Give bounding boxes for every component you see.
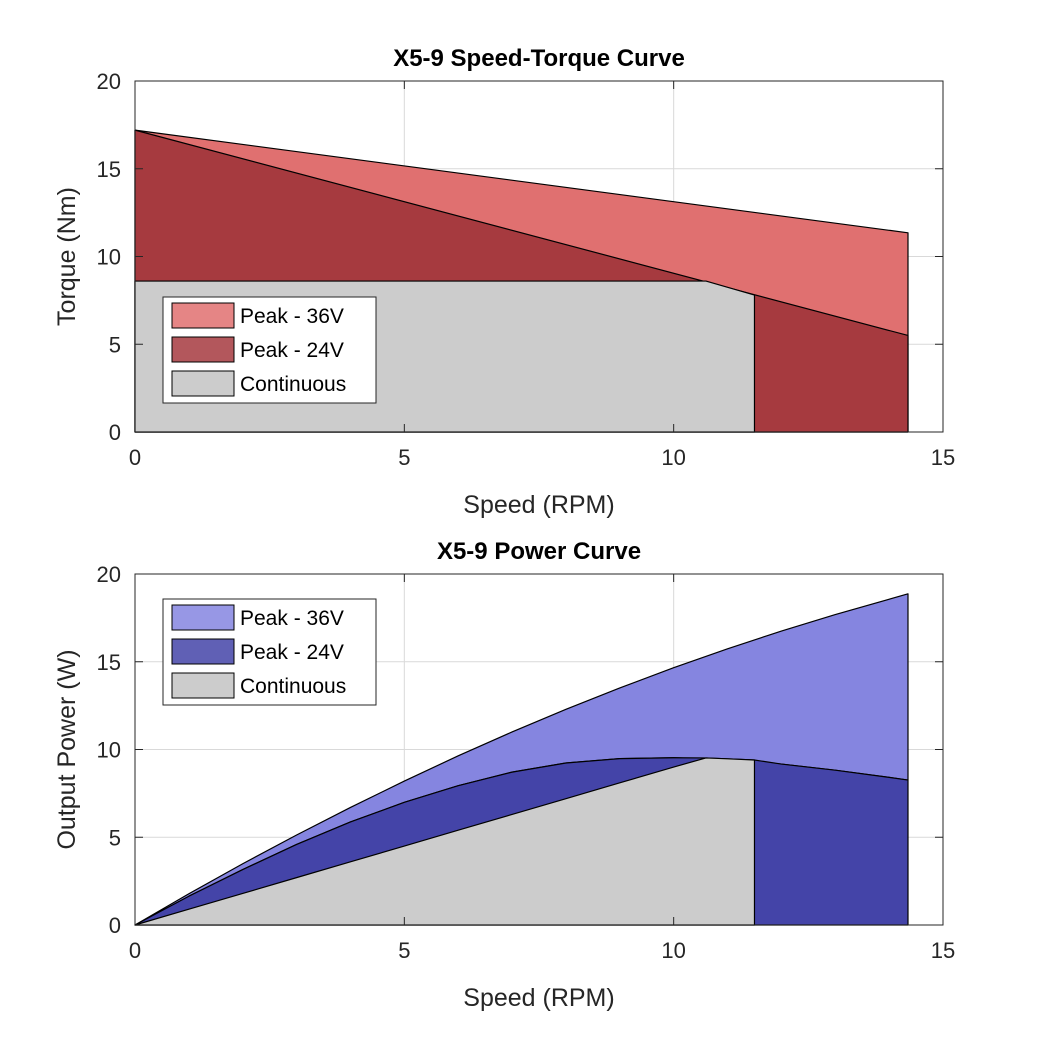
chart-title: X5-9 Speed-Torque Curve xyxy=(393,45,685,72)
power-chart: 0 5 10 15 0 5 10 15 20 X5-9 Power Curve Speed (RPM… xyxy=(53,538,955,1012)
y-axis-label: Torque (Nm) xyxy=(53,187,81,326)
legend-swatch xyxy=(171,370,235,397)
x-tick-label: 0 xyxy=(129,445,141,470)
legend-label: Peak - 36V xyxy=(240,305,344,328)
speed-torque-chart: 0 5 10 15 0 5 10 15 20 X5-9 Speed-Torque Curve Spe… xyxy=(53,45,955,519)
x-tick-label: 10 xyxy=(661,938,685,963)
x-tick-label: 15 xyxy=(931,938,955,963)
x-tick-label: 5 xyxy=(398,445,410,470)
legend-label: Continuous xyxy=(240,373,346,396)
x-tick-label: 0 xyxy=(129,938,141,963)
y-tick-label: 15 xyxy=(97,650,121,675)
legend-swatch xyxy=(171,672,235,699)
legend-label: Peak - 36V xyxy=(240,607,344,630)
x-tick-label: 5 xyxy=(398,938,410,963)
legend: Peak - 36V Peak - 24V Continuous xyxy=(162,296,377,404)
legend-swatch xyxy=(171,638,235,665)
y-tick-label: 10 xyxy=(97,245,121,270)
y-tick-label: 10 xyxy=(97,738,121,763)
y-tick-label: 0 xyxy=(109,913,121,938)
legend-swatch xyxy=(171,604,235,631)
y-tick-label: 20 xyxy=(97,69,121,94)
y-tick-label: 5 xyxy=(109,825,121,850)
legend-swatch xyxy=(171,336,235,363)
y-axis-label: Output Power (W) xyxy=(53,649,81,849)
x-tick-label: 15 xyxy=(931,445,955,470)
legend-swatch xyxy=(171,302,235,329)
legend-label: Peak - 24V xyxy=(240,641,344,664)
x-axis-label: Speed (RPM) xyxy=(463,491,614,519)
series-area-continuous xyxy=(134,757,756,926)
chart-title: X5-9 Power Curve xyxy=(437,538,641,565)
y-tick-label: 15 xyxy=(97,157,121,182)
legend-label: Peak - 24V xyxy=(240,339,344,362)
y-tick-label: 20 xyxy=(97,562,121,587)
y-tick-label: 0 xyxy=(109,420,121,445)
y-tick-label: 5 xyxy=(109,332,121,357)
legend-label: Continuous xyxy=(240,675,346,698)
legend: Peak - 36V Peak - 24V Continuous xyxy=(162,598,377,706)
x-axis-label: Speed (RPM) xyxy=(463,984,614,1012)
x-tick-label: 10 xyxy=(661,445,685,470)
